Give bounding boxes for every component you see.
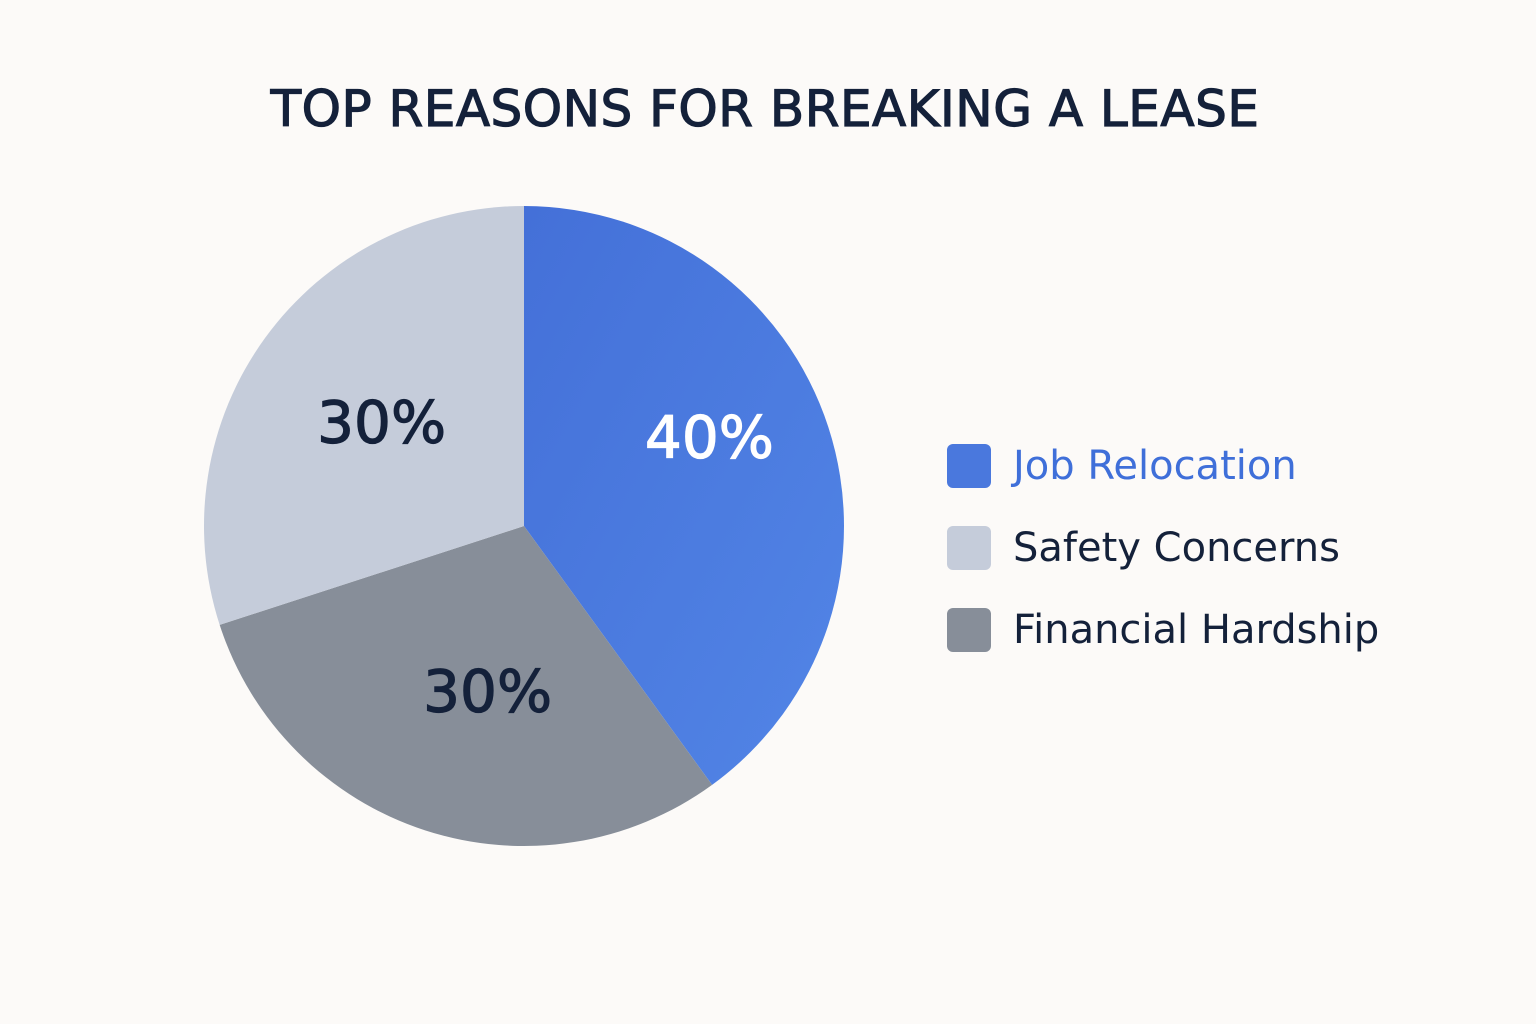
legend-label-safety-concerns: Safety Concerns xyxy=(1013,525,1340,571)
pie-label-job-relocation: 40% xyxy=(645,404,774,472)
legend-swatch-safety-concerns xyxy=(947,526,991,570)
pie-slice-financial-hardship xyxy=(219,526,713,846)
pie-slice-safety-concerns xyxy=(203,206,524,625)
legend-item-financial-hardship: Financial Hardship xyxy=(947,589,1379,671)
legend-item-job-relocation: Job Relocation xyxy=(947,425,1379,507)
chart-title: TOP REASONS FOR BREAKING A LEASE xyxy=(270,79,1260,138)
pie-labels: 40% 30% 30% xyxy=(317,388,775,726)
legend-item-safety-concerns: Safety Concerns xyxy=(947,507,1379,589)
legend: Job Relocation Safety Concerns Financial… xyxy=(947,425,1379,671)
legend-label-job-relocation: Job Relocation xyxy=(1013,443,1297,489)
pie-slices xyxy=(203,206,844,846)
pie-label-safety-concerns: 30% xyxy=(317,389,446,457)
legend-swatch-financial-hardship xyxy=(947,608,991,652)
legend-swatch-job-relocation xyxy=(947,444,991,488)
pie-slice-job-relocation xyxy=(524,206,844,785)
legend-label-financial-hardship: Financial Hardship xyxy=(1013,607,1380,653)
pie-label-financial-hardship: 30% xyxy=(423,657,552,725)
